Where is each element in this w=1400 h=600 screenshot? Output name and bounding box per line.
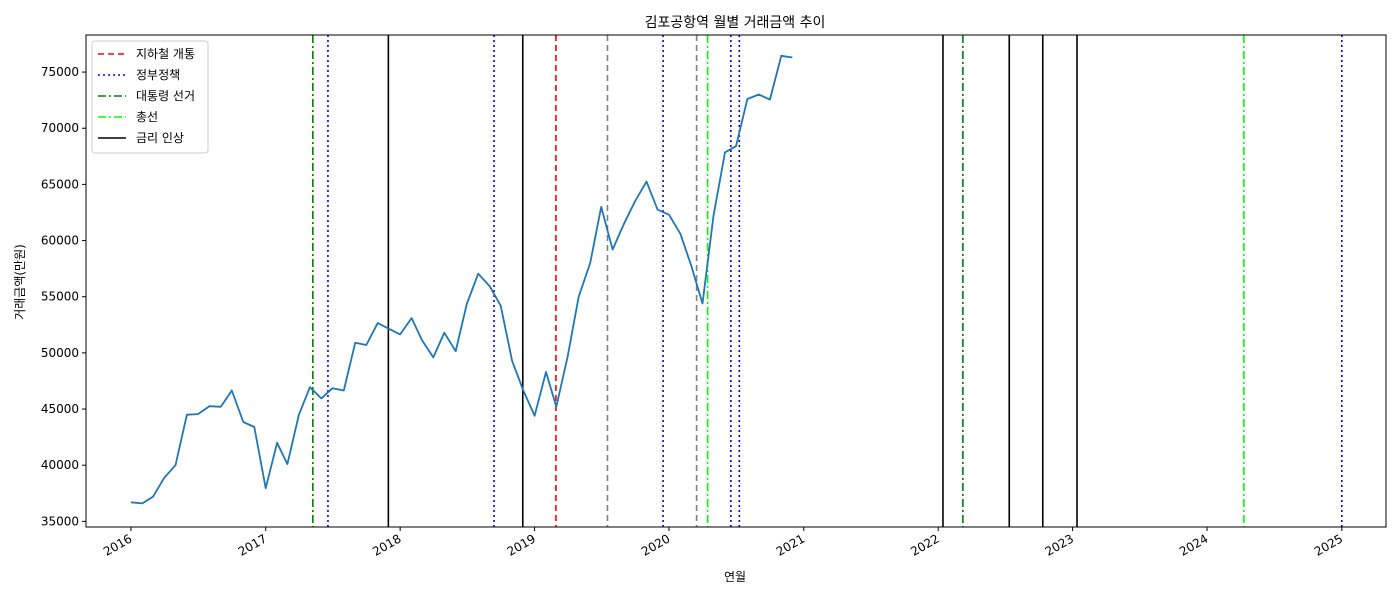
y-tick-label: 65000 [41,177,79,191]
y-tick-label: 40000 [41,458,79,472]
chart-title: 김포공항역 월별 거래금액 추이 [645,15,826,31]
y-tick-label: 55000 [41,290,79,304]
x-tick-label: 2022 [908,531,941,558]
legend-label: 총선 [136,110,158,124]
x-tick-label: 2016 [101,531,134,558]
y-tick-label: 60000 [41,234,79,248]
y-tick-label: 50000 [41,346,79,360]
legend-label: 대통령 선거 [136,89,195,103]
legend-label: 금리 인상 [136,131,184,145]
y-tick-label: 70000 [41,121,79,135]
legend-label: 지하철 개통 [136,47,195,61]
plot-frame [85,34,1387,528]
x-tick-label: 2017 [236,531,269,558]
x-tick-label: 2020 [639,531,672,558]
x-tick-label: 2025 [1312,531,1345,558]
legend-box [91,40,209,154]
plot-area: 35000 40000 45000 50000 55000 60000 65000 70000… [41,34,1387,559]
x-tick-label: 2021 [774,531,807,558]
x-axis-title: 연월 [724,570,746,584]
y-tick-label: 75000 [41,65,79,79]
x-tick-label: 2023 [1043,531,1076,558]
y-axis-title: 거래금액(만원) [13,244,27,320]
y-tick-label: 35000 [41,514,79,528]
legend-label: 정부정책 [136,67,180,82]
x-tick-label: 2019 [505,531,538,558]
x-tick-label: 2018 [370,531,403,558]
series-line [130,54,793,505]
x-tick-label: 2024 [1177,531,1210,558]
y-tick-label: 45000 [41,402,79,416]
